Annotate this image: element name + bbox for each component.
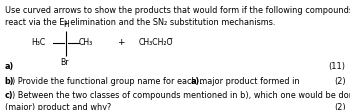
Text: H: H <box>63 20 69 29</box>
Text: a): a) <box>5 61 14 71</box>
Text: CH₃: CH₃ <box>79 38 93 47</box>
Text: +: + <box>117 38 125 47</box>
Text: ) Provide the functional group name for each major product formed in: ) Provide the functional group name for … <box>12 77 302 86</box>
Text: ) Between the two classes of compounds mentioned in b), which one would be domin: ) Between the two classes of compounds m… <box>12 91 350 100</box>
Text: −: − <box>167 36 172 41</box>
Text: react via the E₂ elimination and the SN₂ substitution mechanisms.: react via the E₂ elimination and the SN₂… <box>5 18 275 27</box>
Text: (2): (2) <box>334 77 345 86</box>
Text: H₃C: H₃C <box>32 38 46 47</box>
Text: c): c) <box>5 91 13 100</box>
Text: (2): (2) <box>334 103 345 110</box>
Text: b): b) <box>5 77 14 86</box>
Text: (major) product and why?: (major) product and why? <box>5 103 111 110</box>
Text: a).: a). <box>190 77 203 86</box>
Text: (11): (11) <box>328 61 345 71</box>
Text: Br: Br <box>60 58 69 67</box>
Text: Use curved arrows to show the products that would form if the following compound: Use curved arrows to show the products t… <box>5 6 350 15</box>
Text: CH₃CH₂O: CH₃CH₂O <box>138 38 173 47</box>
